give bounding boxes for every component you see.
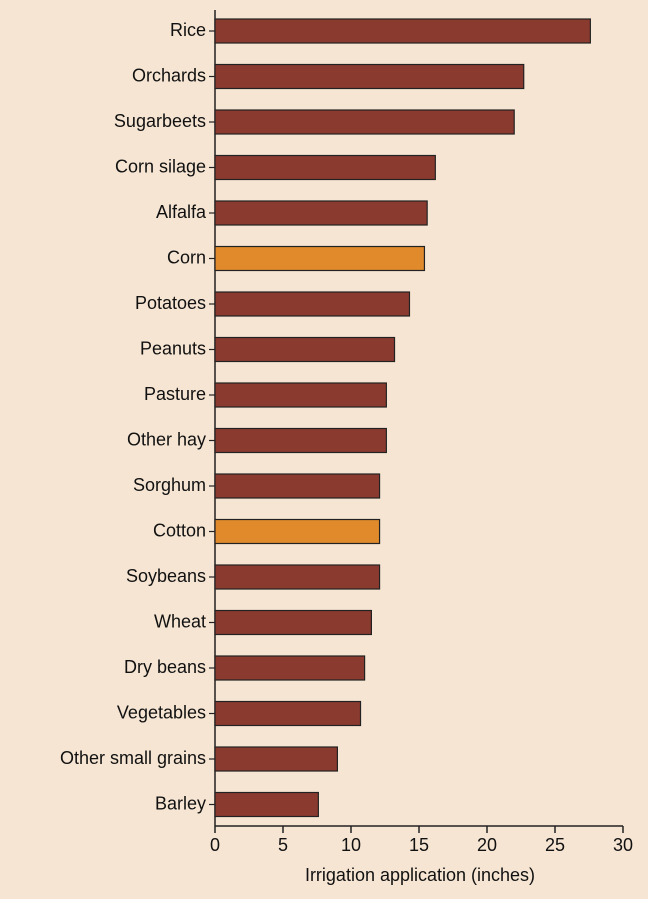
bar <box>214 746 339 772</box>
x-tick-label: 10 <box>341 835 361 855</box>
x-tick-label: 30 <box>613 835 633 855</box>
bar <box>214 700 362 727</box>
y-tick-label: Dry beans <box>124 657 206 677</box>
x-tick-label: 25 <box>545 835 565 855</box>
x-tick-label: 20 <box>477 835 497 855</box>
bar <box>214 245 426 272</box>
bar <box>214 109 515 135</box>
x-tick-label: 5 <box>278 835 288 855</box>
bar <box>214 655 366 681</box>
y-tick-label: Other hay <box>127 429 206 449</box>
bar <box>214 564 381 590</box>
bar <box>214 336 396 363</box>
bar <box>214 427 387 454</box>
y-tick-label: Wheat <box>154 611 206 631</box>
y-tick-label: Vegetables <box>117 702 206 722</box>
bar <box>214 473 381 499</box>
y-tick-label: Corn <box>167 247 206 267</box>
y-tick-label: Sorghum <box>133 475 206 495</box>
x-axis-title: Irrigation application (inches) <box>305 865 535 885</box>
y-tick-label: Peanuts <box>140 338 206 358</box>
y-tick-label: Pasture <box>144 384 206 404</box>
bar <box>214 609 372 636</box>
y-tick-label: Barley <box>155 793 206 813</box>
y-tick-label: Rice <box>170 20 206 40</box>
bar <box>214 382 387 408</box>
y-tick-label: Soybeans <box>126 566 206 586</box>
bar <box>214 154 436 181</box>
bar <box>214 18 591 44</box>
bar <box>214 200 428 226</box>
y-tick-label: Orchards <box>132 65 206 85</box>
y-tick-label: Other small grains <box>60 748 206 768</box>
y-tick-label: Cotton <box>153 520 206 540</box>
bar <box>214 291 411 317</box>
x-tick-label: 15 <box>409 835 429 855</box>
y-tick-label: Corn silage <box>115 156 206 176</box>
bar <box>214 63 525 90</box>
y-tick-label: Alfalfa <box>156 202 207 222</box>
y-tick-label: Potatoes <box>135 293 206 313</box>
x-tick-label: 0 <box>210 835 220 855</box>
y-tick-label: Sugarbeets <box>114 111 206 131</box>
bar <box>214 518 381 545</box>
bar <box>214 791 319 818</box>
